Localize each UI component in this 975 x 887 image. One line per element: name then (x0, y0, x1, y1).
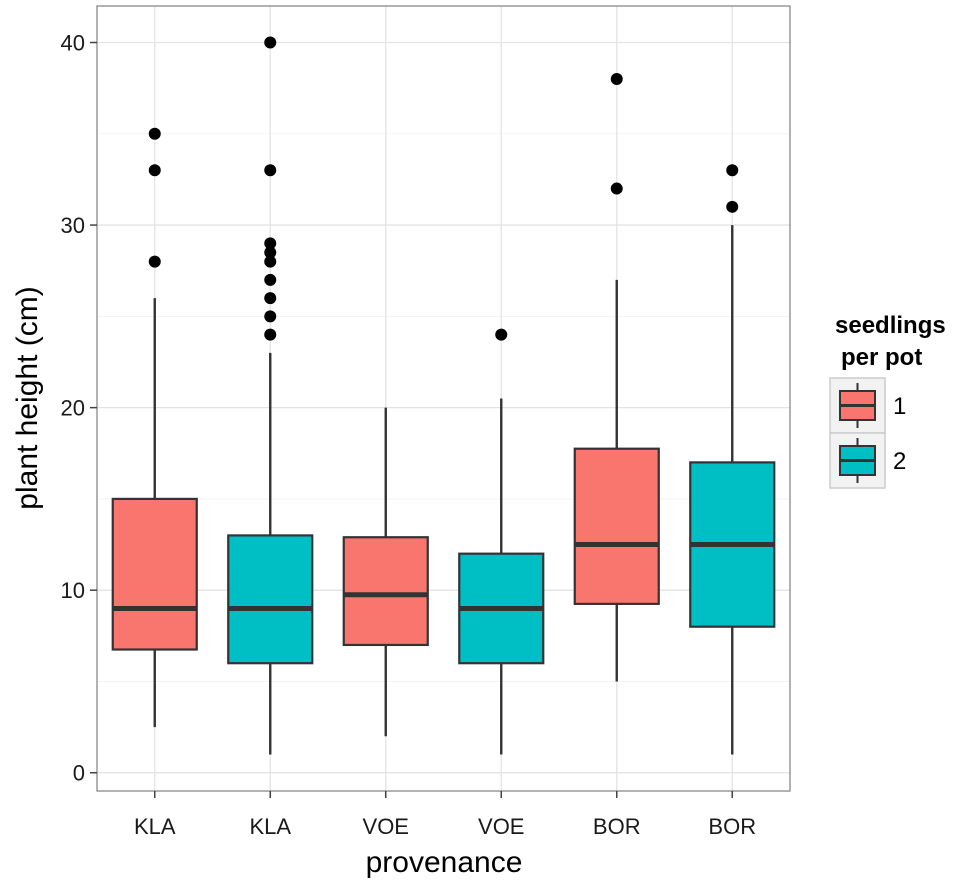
legend-key-1 (829, 377, 886, 434)
x-tick-label: VOE (363, 814, 409, 839)
outlier-point (264, 255, 277, 268)
box-voe-group-2 (458, 328, 545, 755)
legend-label-2: 2 (893, 448, 906, 475)
x-axis: KLA KLA VOE VOE BOR BOR (134, 791, 756, 839)
box-kla-group-1 (111, 127, 198, 728)
plot-panel-border (96, 5, 791, 792)
y-tick-label: 40 (61, 31, 85, 56)
y-tick-label: 20 (61, 396, 85, 421)
legend: seedlings per pot 12 (829, 312, 946, 489)
outlier-point (726, 200, 739, 213)
x-axis-title: provenance (366, 846, 523, 879)
y-tick-label: 30 (61, 213, 85, 238)
legend-title-line2: per pot (841, 344, 922, 371)
box-iqr (573, 447, 660, 605)
box-voe-group-1 (342, 407, 429, 737)
outlier-point (148, 127, 161, 140)
x-tick-label: BOR (593, 814, 641, 839)
outlier-point (148, 255, 161, 268)
x-tick-label: KLA (134, 814, 176, 839)
outlier-point (495, 328, 508, 341)
outlier-point (264, 36, 277, 49)
box-bor-group-2 (689, 164, 776, 755)
outlier-point (264, 246, 277, 259)
plot-panel (97, 6, 790, 791)
legend-keys: 12 (829, 377, 906, 489)
legend-key-2 (829, 432, 886, 489)
y-axis: 0 10 20 30 40 (61, 31, 97, 786)
box-iqr (227, 534, 314, 665)
x-tick-label: KLA (249, 814, 291, 839)
x-tick-label: BOR (708, 814, 756, 839)
outlier-point (610, 182, 623, 195)
outlier-point (726, 164, 739, 177)
legend-label-1: 1 (893, 393, 906, 420)
y-tick-label: 10 (61, 578, 85, 603)
outlier-point (264, 292, 277, 305)
minor-gridlines (97, 133, 790, 682)
y-axis-title: plant height (cm) (11, 286, 44, 509)
box-bor-group-1 (573, 73, 660, 682)
y-tick-label: 0 (73, 761, 85, 786)
legend-title-line1: seedlings (835, 312, 946, 339)
outlier-point (264, 164, 277, 177)
x-tick-label: VOE (478, 814, 524, 839)
box-iqr (342, 536, 429, 647)
outlier-point (148, 164, 161, 177)
outlier-point (610, 73, 623, 86)
outlier-point (264, 237, 277, 250)
outlier-point (264, 310, 277, 323)
outlier-point (264, 328, 277, 341)
boxes-layer (111, 36, 776, 755)
box-iqr (111, 497, 198, 651)
outlier-point (264, 273, 277, 286)
box-kla-group-2 (227, 36, 314, 755)
